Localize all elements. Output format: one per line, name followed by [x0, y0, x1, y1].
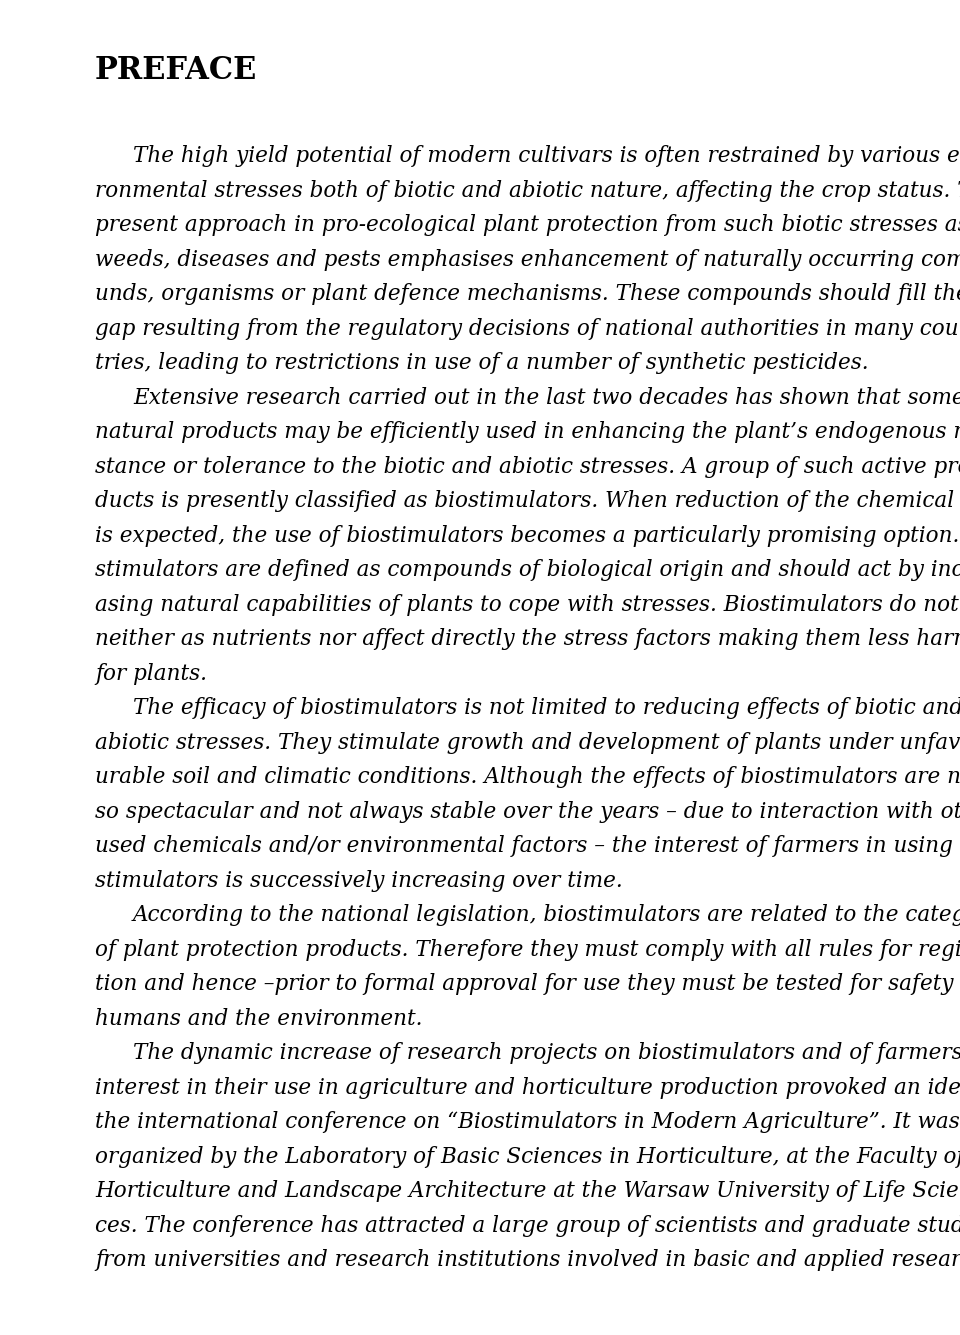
Text: PREFACE: PREFACE: [95, 55, 257, 85]
Text: weeds, diseases and pests emphasises enhancement of naturally occurring compo-: weeds, diseases and pests emphasises enh…: [95, 248, 960, 271]
Text: stimulators is successively increasing over time.: stimulators is successively increasing o…: [95, 869, 623, 892]
Text: asing natural capabilities of plants to cope with stresses. Biostimulators do no: asing natural capabilities of plants to …: [95, 594, 960, 615]
Text: According to the national legislation, biostimulators are related to the categor: According to the national legislation, b…: [133, 904, 960, 926]
Text: the international conference on “Biostimulators in Modern Agriculture”. It was: the international conference on “Biostim…: [95, 1111, 960, 1133]
Text: ducts is presently classified as biostimulators. When reduction of the chemical : ducts is presently classified as biostim…: [95, 490, 960, 513]
Text: Extensive research carried out in the last two decades has shown that some: Extensive research carried out in the la…: [133, 387, 960, 409]
Text: used chemicals and/or environmental factors – the interest of farmers in using b: used chemicals and/or environmental fact…: [95, 834, 960, 857]
Text: natural products may be efficiently used in enhancing the plant’s endogenous res: natural products may be efficiently used…: [95, 421, 960, 443]
Text: is expected, the use of biostimulators becomes a particularly promising option. : is expected, the use of biostimulators b…: [95, 525, 960, 546]
Text: humans and the environment.: humans and the environment.: [95, 1008, 422, 1029]
Text: tries, leading to restrictions in use of a number of synthetic pesticides.: tries, leading to restrictions in use of…: [95, 352, 869, 374]
Text: urable soil and climatic conditions. Although the effects of biostimulators are : urable soil and climatic conditions. Alt…: [95, 766, 960, 788]
Text: The dynamic increase of research projects on biostimulators and of farmers’: The dynamic increase of research project…: [133, 1043, 960, 1064]
Text: abiotic stresses. They stimulate growth and development of plants under unfavo-: abiotic stresses. They stimulate growth …: [95, 732, 960, 753]
Text: tion and hence –prior to formal approval for use they must be tested for safety : tion and hence –prior to formal approval…: [95, 973, 960, 995]
Text: for plants.: for plants.: [95, 662, 207, 685]
Text: from universities and research institutions involved in basic and applied resear: from universities and research instituti…: [95, 1250, 960, 1271]
Text: present approach in pro-ecological plant protection from such biotic stresses as: present approach in pro-ecological plant…: [95, 214, 960, 236]
Text: so spectacular and not always stable over the years – due to interaction with ot: so spectacular and not always stable ove…: [95, 801, 960, 822]
Text: interest in their use in agriculture and horticulture production provoked an ide: interest in their use in agriculture and…: [95, 1076, 960, 1099]
Text: organized by the Laboratory of Basic Sciences in Horticulture, at the Faculty of: organized by the Laboratory of Basic Sci…: [95, 1145, 960, 1168]
Text: The efficacy of biostimulators is not limited to reducing effects of biotic and: The efficacy of biostimulators is not li…: [133, 697, 960, 720]
Text: ronmental stresses both of biotic and abiotic nature, affecting the crop status.: ronmental stresses both of biotic and ab…: [95, 179, 960, 202]
Text: of plant protection products. Therefore they must comply with all rules for regi: of plant protection products. Therefore …: [95, 939, 960, 960]
Text: The high yield potential of modern cultivars is often restrained by various envi: The high yield potential of modern culti…: [133, 146, 960, 167]
Text: gap resulting from the regulatory decisions of national authorities in many coun: gap resulting from the regulatory decisi…: [95, 318, 960, 339]
Text: stimulators are defined as compounds of biological origin and should act by incr: stimulators are defined as compounds of …: [95, 559, 960, 581]
Text: Horticulture and Landscape Architecture at the Warsaw University of Life Scien-: Horticulture and Landscape Architecture …: [95, 1180, 960, 1202]
Text: ces. The conference has attracted a large group of scientists and graduate stude: ces. The conference has attracted a larg…: [95, 1215, 960, 1236]
Text: stance or tolerance to the biotic and abiotic stresses. A group of such active p: stance or tolerance to the biotic and ab…: [95, 455, 960, 478]
Text: neither as nutrients nor affect directly the stress factors making them less har: neither as nutrients nor affect directly…: [95, 627, 960, 650]
Text: unds, organisms or plant defence mechanisms. These compounds should fill the: unds, organisms or plant defence mechani…: [95, 283, 960, 304]
